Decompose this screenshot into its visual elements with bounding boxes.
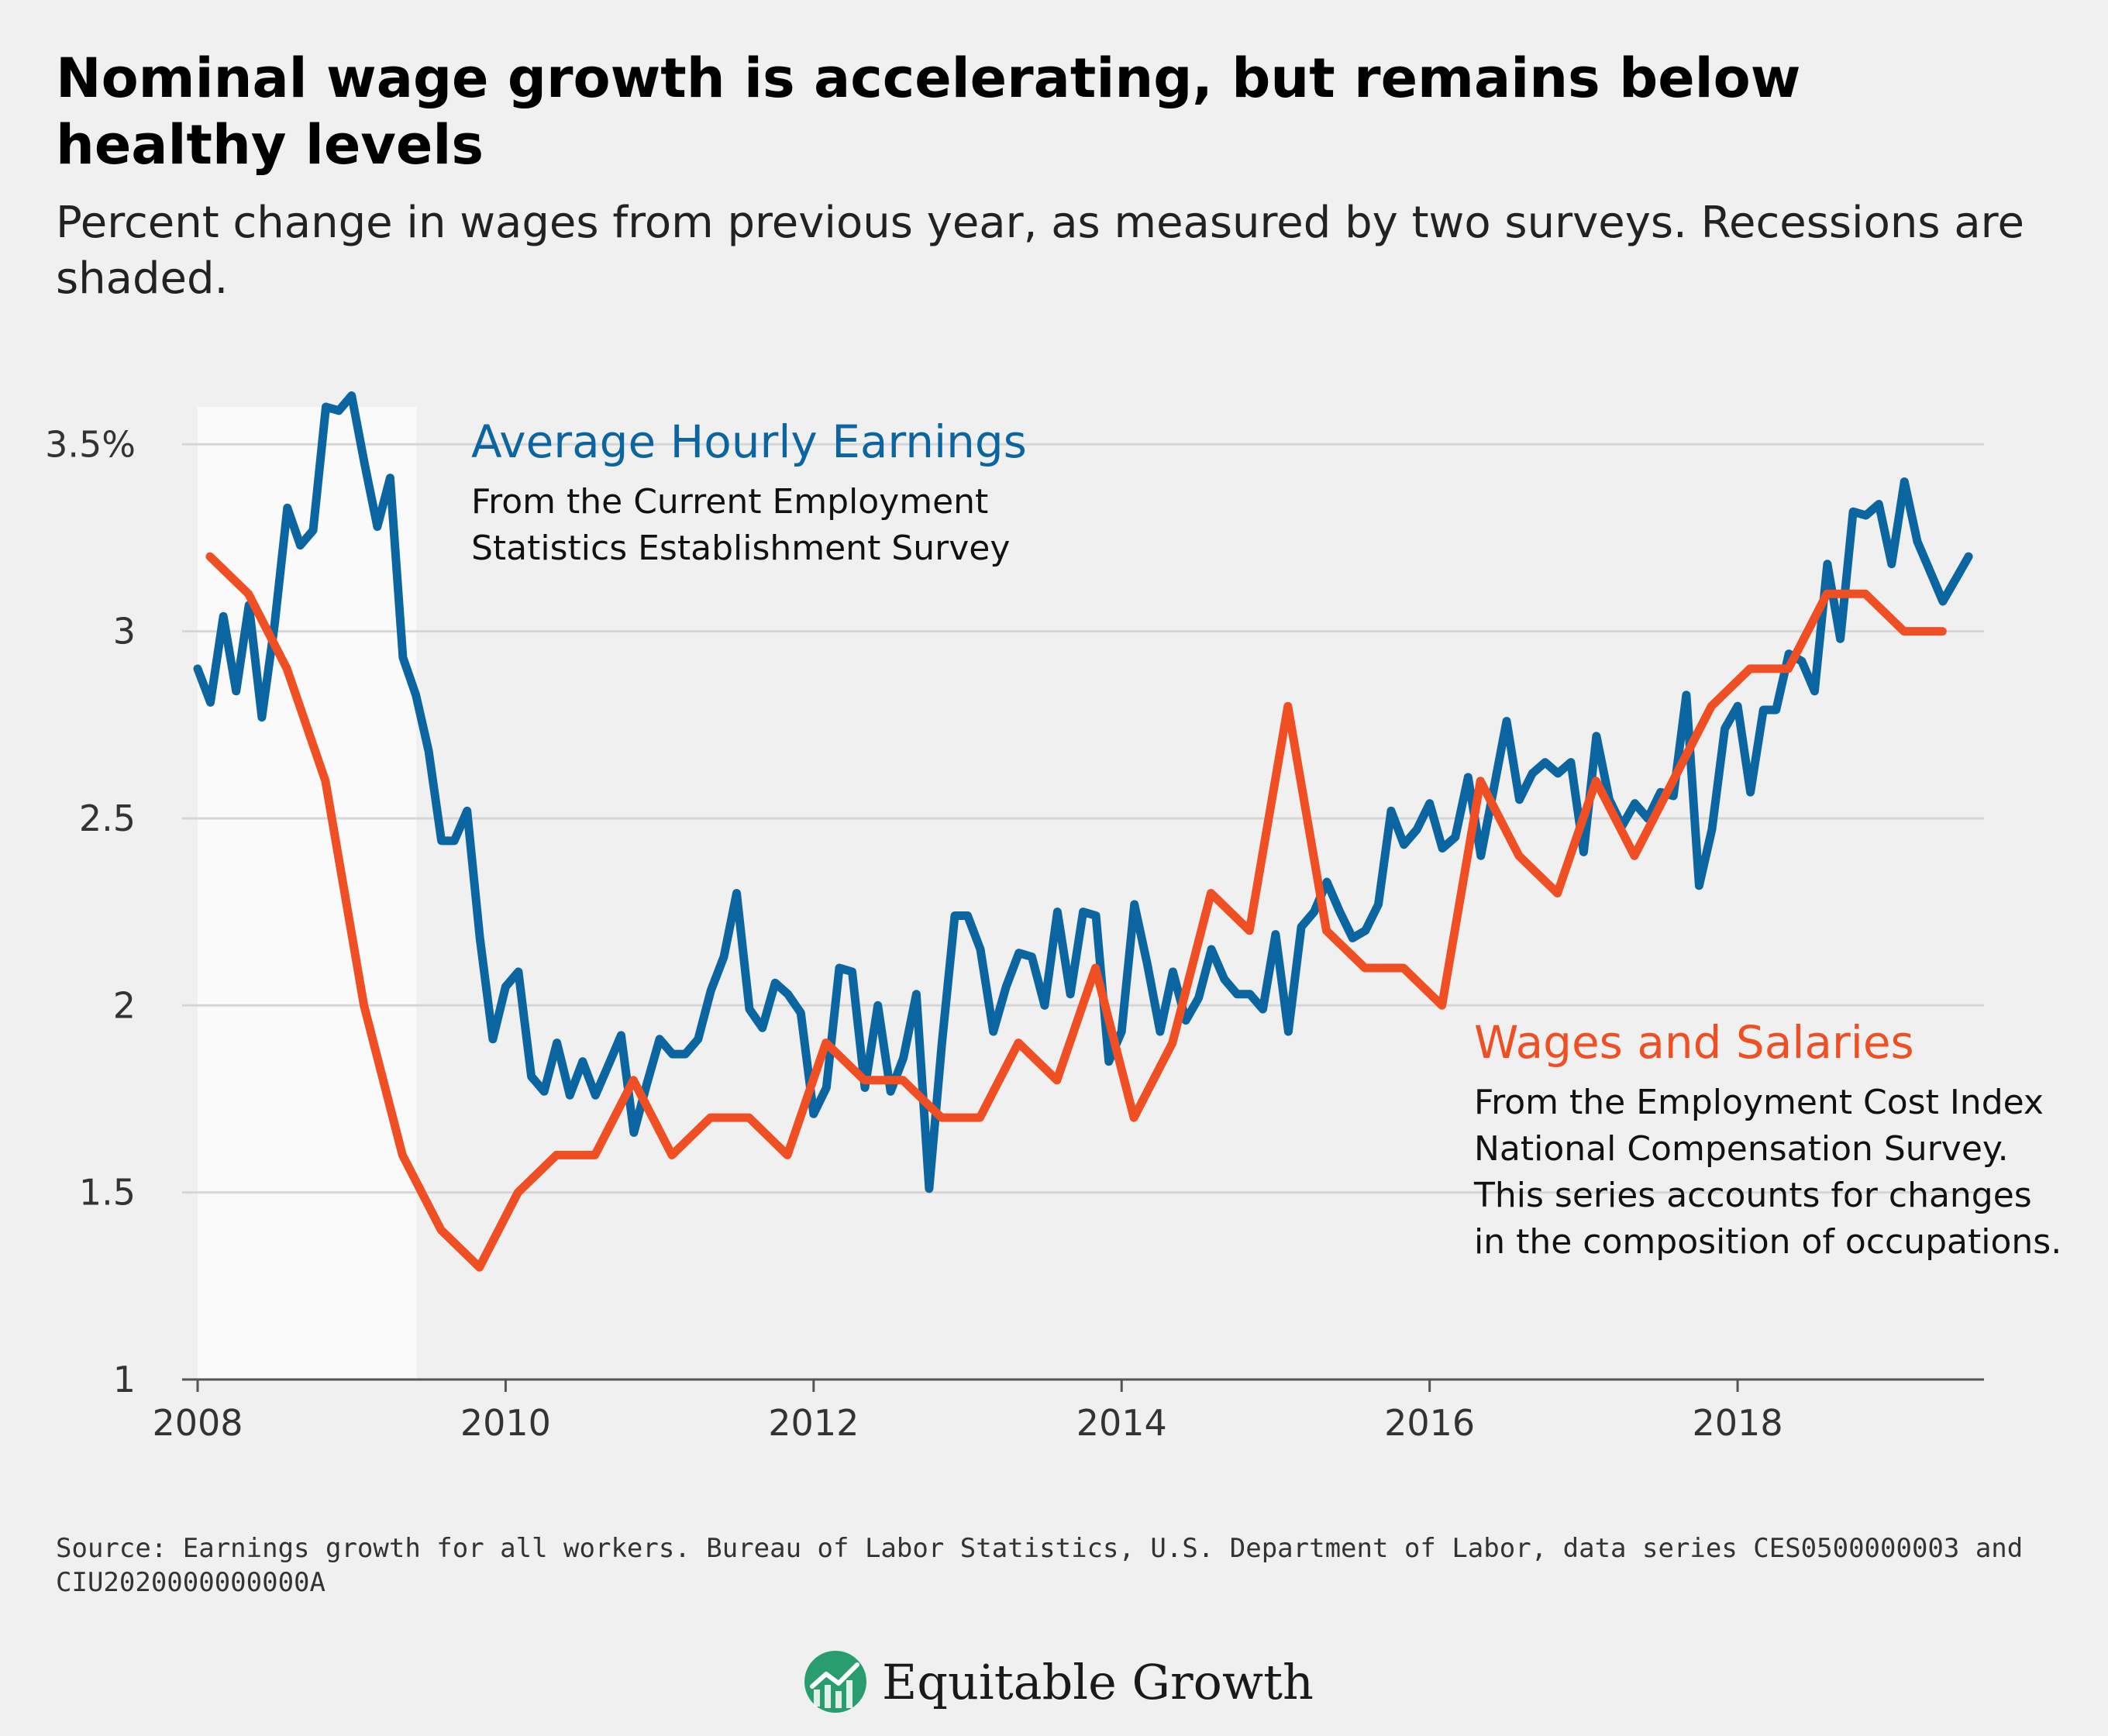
recession-shading-layer bbox=[198, 407, 417, 1380]
annotation-note-ecwi: This series accounts for changes bbox=[1473, 1176, 2032, 1215]
axis-layer: 1 1.5 2 2.5 3 3.5% 2008 2010 2012 2014 2016 2018 bbox=[45, 423, 1984, 1444]
y-tick-label: 2.5 bbox=[79, 797, 136, 839]
source-note: Source: Earnings growth for all workers.… bbox=[56, 1533, 2024, 1598]
x-tick-label: 2014 bbox=[1076, 1402, 1167, 1444]
annotation-title-ahe: Average Hourly Earnings bbox=[471, 415, 1027, 468]
y-tick-label: 1 bbox=[113, 1359, 136, 1400]
annotation-note-ecwi: From the Employment Cost Index bbox=[1474, 1083, 2044, 1122]
x-tick-label: 2008 bbox=[152, 1402, 243, 1444]
series-line-average-hourly-earnings bbox=[193, 391, 1973, 1194]
annotation-note-ecwi: National Compensation Survey. bbox=[1474, 1129, 2009, 1169]
x-tick-label: 2012 bbox=[768, 1402, 859, 1444]
x-tick-label: 2010 bbox=[460, 1402, 551, 1444]
chart-subtitle: Percent change in wages from previous ye… bbox=[56, 198, 2024, 304]
annotation-title-ecwi: Wages and Salaries bbox=[1474, 1016, 1914, 1069]
x-tick-label: 2018 bbox=[1693, 1402, 1783, 1444]
x-tick-label: 2016 bbox=[1384, 1402, 1475, 1444]
annotation-note-ahe: From the Current Employment bbox=[471, 482, 988, 522]
line-chart: 1 1.5 2 2.5 3 3.5% 2008 2010 2012 2014 2016 2018 Av… bbox=[45, 391, 2062, 1444]
y-tick-label: 1.5 bbox=[79, 1172, 136, 1214]
annotation-note-ecwi: in the composition of occupations. bbox=[1474, 1222, 2062, 1262]
growth-logo-icon bbox=[804, 1651, 866, 1713]
y-tick-label: 2 bbox=[113, 984, 136, 1026]
brand-name: Equitable Growth bbox=[882, 1653, 1314, 1710]
series-line-wages-and-salaries bbox=[205, 552, 1947, 1272]
annotation-layer: Average Hourly Earnings From the Current … bbox=[471, 415, 2062, 1262]
annotation-note-ahe: Statistics Establishment Survey bbox=[471, 529, 1010, 568]
recession-band-0 bbox=[198, 407, 417, 1380]
series-layer bbox=[193, 391, 1973, 1272]
brand-logo: Equitable Growth bbox=[803, 1643, 1314, 1720]
y-tick-label: 3 bbox=[113, 611, 136, 653]
y-tick-label: 3.5% bbox=[45, 423, 136, 465]
chart-title: Nominal wage growth is accelerating, but… bbox=[56, 46, 1801, 177]
